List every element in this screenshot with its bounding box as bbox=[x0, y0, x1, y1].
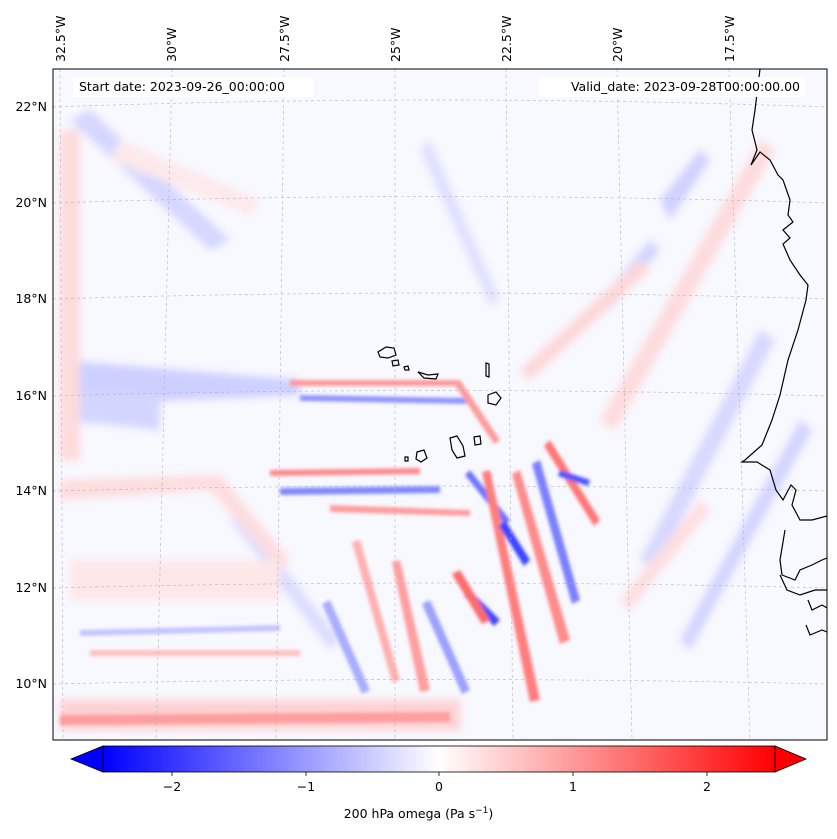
lat-label: 14°N bbox=[15, 483, 47, 498]
lon-label: 17.5°W bbox=[722, 16, 737, 62]
africa-coastline bbox=[740, 69, 827, 521]
lon-label: 22.5°W bbox=[499, 16, 514, 62]
lon-label: 27.5°W bbox=[277, 16, 292, 62]
colorbar-label: 200 hPa omega (Pa s−1) bbox=[0, 806, 837, 821]
colorbar-gradient bbox=[102, 745, 776, 773]
colorbar-tick: 0 bbox=[435, 779, 443, 794]
lon-label: 25°W bbox=[388, 27, 403, 62]
colorbar-label-prefix: 200 hPa omega (Pa s bbox=[343, 806, 476, 822]
omega-field bbox=[53, 69, 827, 740]
island-sao-vicente bbox=[391, 359, 400, 367]
colorbar-tick: 1 bbox=[569, 779, 577, 794]
colorbar: −2 −1 0 1 2 bbox=[69, 745, 808, 794]
map-frame bbox=[52, 68, 828, 741]
island-santiago bbox=[449, 435, 466, 459]
colorbar-tick: 2 bbox=[703, 779, 711, 794]
longitude-labels: 32.5°W 30°W 27.5°W 25°W 22.5°W 20°W 17.5… bbox=[53, 16, 737, 62]
colorbar-tick: −2 bbox=[163, 779, 181, 794]
island-fogo bbox=[415, 449, 428, 463]
island-sao-nicolau bbox=[417, 371, 439, 380]
colorbar-label-suffix: ) bbox=[488, 806, 494, 822]
colorbar-tick: −1 bbox=[297, 779, 315, 794]
island-maio bbox=[473, 435, 482, 446]
lat-label: 22°N bbox=[15, 99, 47, 114]
island-boa-vista bbox=[487, 391, 502, 406]
lat-label: 10°N bbox=[15, 676, 47, 691]
lon-label: 20°W bbox=[610, 27, 625, 62]
colorbar-extend-max bbox=[774, 745, 808, 773]
lat-label: 16°N bbox=[15, 388, 47, 403]
lat-label: 20°N bbox=[15, 195, 47, 210]
valid-date: Valid_date: 2023-09-28T00:00:00.00 bbox=[571, 79, 800, 94]
lat-label: 18°N bbox=[15, 291, 47, 306]
lon-label: 32.5°W bbox=[53, 16, 68, 62]
island-sal bbox=[485, 362, 490, 378]
coastlines bbox=[377, 69, 827, 636]
colorbar-label-exponent: −1 bbox=[475, 806, 489, 816]
latitude-labels: 22°N 20°N 18°N 16°N 14°N 12°N 10°N bbox=[15, 99, 47, 691]
colorbar-extend-min bbox=[69, 745, 104, 773]
date-annotations: Start date: 2023-09-26_00:00:00 Valid_da… bbox=[73, 77, 805, 97]
lon-label: 30°W bbox=[164, 27, 179, 62]
lat-label: 12°N bbox=[15, 580, 47, 595]
start-date: Start date: 2023-09-26_00:00:00 bbox=[79, 79, 285, 94]
gridlines bbox=[53, 69, 827, 740]
island-santo-antao bbox=[377, 346, 397, 359]
